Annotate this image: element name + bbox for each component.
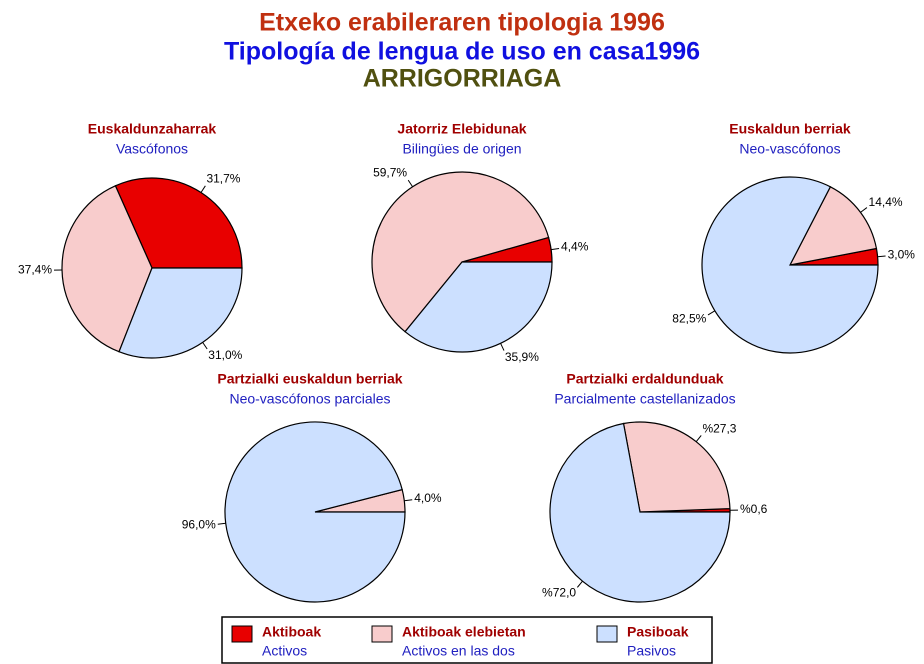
label-tick <box>500 343 505 351</box>
pie-slice <box>788 185 878 266</box>
pie-title: Partzialki erdaldunduak <box>566 371 723 387</box>
legend-label: Aktiboak <box>262 624 321 640</box>
place-title: ARRIGORRIAGA <box>363 65 562 93</box>
legend-label: Pasiboak <box>627 624 689 640</box>
pie-slice <box>371 171 550 333</box>
legend-swatch <box>371 625 393 643</box>
label-tick <box>576 580 583 588</box>
label-tick <box>217 522 226 525</box>
pie-title: Jatorriz Elebidunak <box>397 121 526 137</box>
value-label: %72,0 <box>542 586 576 600</box>
pie-slice <box>701 176 879 354</box>
legend-swatch <box>231 625 253 643</box>
pie-slice <box>114 177 243 269</box>
pie-title: Euskaldunzaharrak <box>88 121 217 137</box>
label-tick <box>200 185 206 193</box>
value-label: 35,9% <box>505 350 539 364</box>
value-label: 3,0% <box>888 247 916 261</box>
pie-slice <box>224 421 406 603</box>
pie-subtitle: Neo-vascófonos parciales <box>229 391 390 407</box>
pie-slice <box>118 267 243 359</box>
value-label: 31,7% <box>206 171 240 185</box>
legend-sublabel: Pasivos <box>627 643 676 659</box>
legend-label: Aktiboak elebietan <box>402 624 526 640</box>
label-tick <box>695 435 702 443</box>
label-tick <box>877 255 886 258</box>
value-label: 96,0% <box>182 517 216 531</box>
legend-sublabel: Activos <box>262 643 307 659</box>
label-tick <box>404 499 413 502</box>
chart-subtitle: Tipología de lengua de uso en casa1996 <box>224 38 700 66</box>
pie-subtitle: Neo-vascófonos <box>739 141 840 157</box>
pie-slice <box>404 261 553 353</box>
value-label: 59,7% <box>373 166 407 180</box>
label-tick <box>202 342 208 350</box>
pie-subtitle: Bilingües de origen <box>402 141 521 157</box>
value-label: %27,3 <box>702 421 736 435</box>
pie-title: Euskaldun berriak <box>729 121 851 137</box>
label-tick <box>407 179 414 188</box>
pie-slice <box>622 421 731 513</box>
legend-swatch <box>596 625 618 643</box>
value-label: 4,0% <box>414 491 442 505</box>
chart-title: Etxeko erabileraren tipologia 1996 <box>259 9 665 37</box>
label-tick <box>707 310 716 316</box>
label-tick <box>860 207 868 213</box>
value-label: %0,6 <box>740 502 768 516</box>
pie-subtitle: Vascófonos <box>116 141 188 157</box>
legend-sublabel: Activos en las dos <box>402 643 515 659</box>
pie-title: Partzialki euskaldun berriak <box>217 371 402 387</box>
legend-box <box>221 616 713 664</box>
value-label: 4,4% <box>561 240 589 254</box>
value-label: 31,0% <box>208 348 242 362</box>
value-label: 37,4% <box>18 263 52 277</box>
pie-slice <box>61 184 153 353</box>
pie-subtitle: Parcialmente castellanizados <box>554 391 735 407</box>
value-label: 82,5% <box>672 311 706 325</box>
label-tick <box>551 248 560 251</box>
value-label: 14,4% <box>869 195 903 209</box>
